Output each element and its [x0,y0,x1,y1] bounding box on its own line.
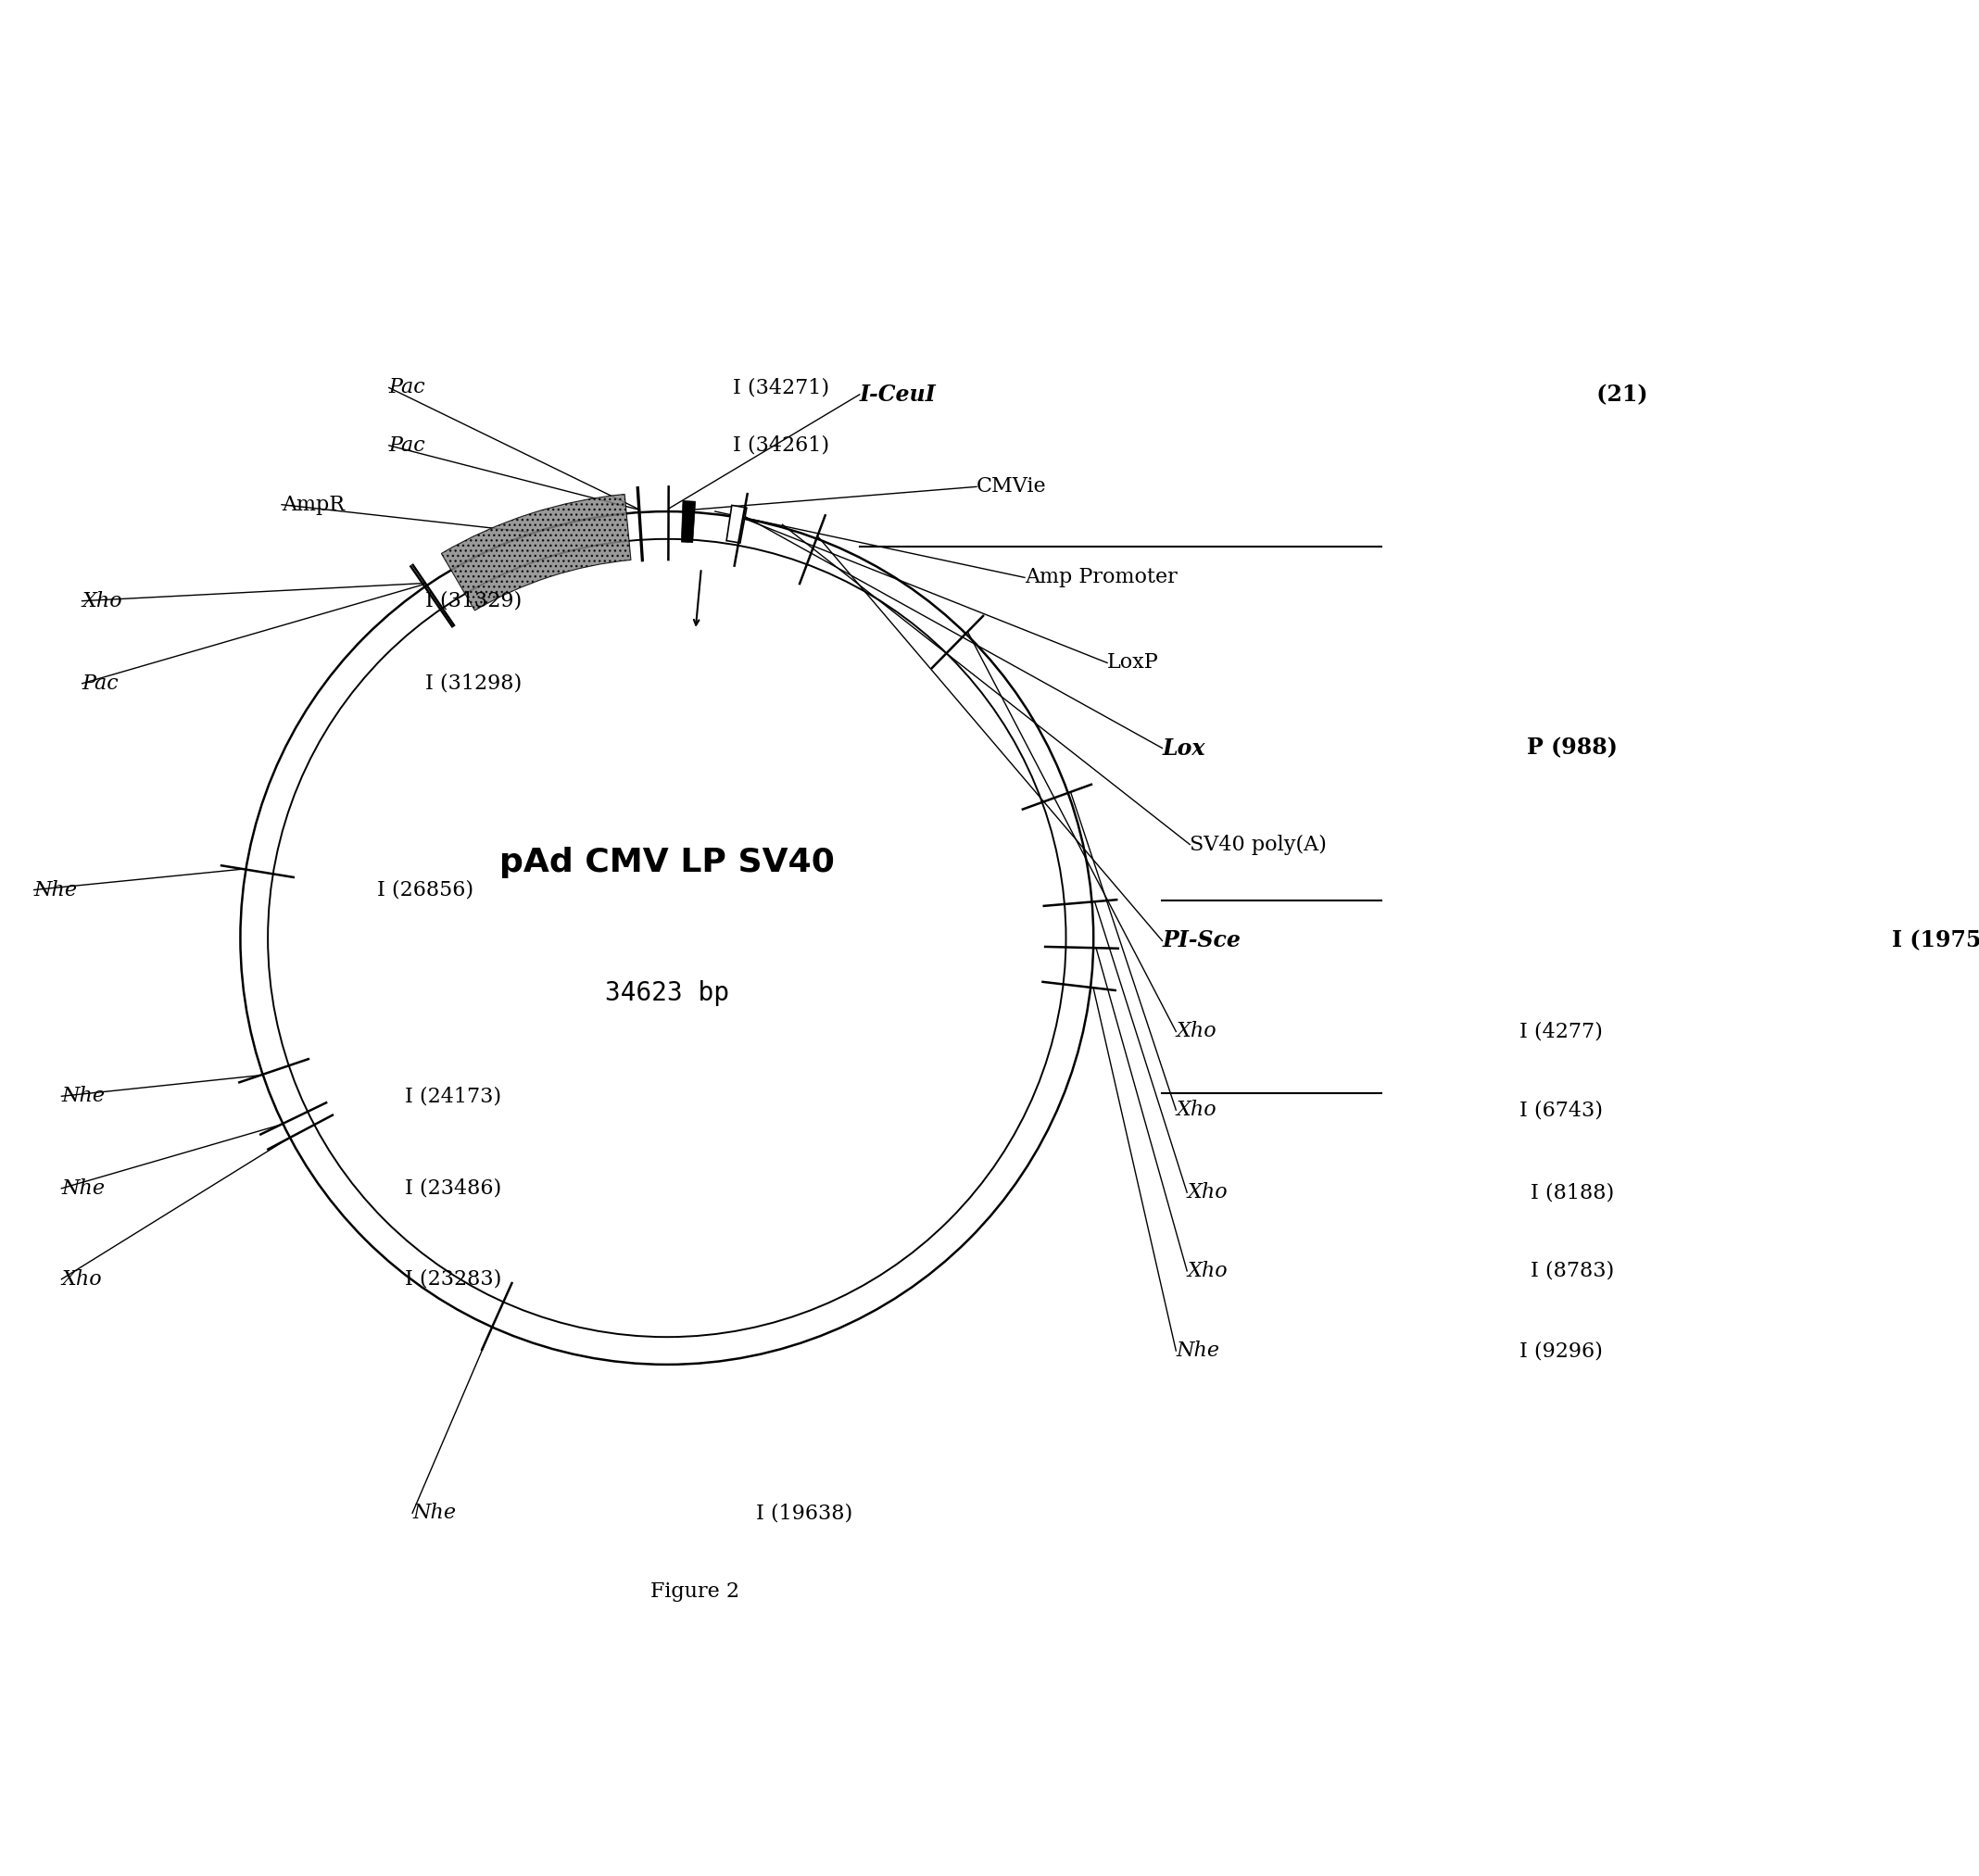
Text: P (988): P (988) [1528,737,1619,760]
Text: Xho: Xho [61,1268,101,1289]
Text: I (26856): I (26856) [378,880,473,900]
Text: Lox: Lox [1162,737,1205,760]
Text: LoxP: LoxP [1106,653,1160,673]
Text: I (24173): I (24173) [406,1086,501,1107]
Text: Xho: Xho [1176,1099,1217,1120]
Text: I (34261): I (34261) [732,435,829,456]
Text: CMVie: CMVie [976,477,1047,497]
Text: Nhe: Nhe [61,1086,105,1107]
Text: Xho: Xho [1176,1021,1217,1041]
Wedge shape [726,505,746,542]
Text: I (9296): I (9296) [1520,1341,1603,1360]
Text: AmpR: AmpR [281,495,344,514]
Text: Amp Promoter: Amp Promoter [1025,567,1178,587]
Text: Xho: Xho [81,591,123,612]
Text: Nhe: Nhe [412,1503,455,1523]
Text: 34623 bp: 34623 bp [606,979,728,1006]
Text: Figure 2: Figure 2 [649,1581,738,1602]
Text: Pac: Pac [390,435,425,456]
Text: SV40 poly(A): SV40 poly(A) [1189,835,1326,855]
Text: (21): (21) [1589,383,1649,405]
Text: I (1975): I (1975) [1892,930,1979,951]
Text: I (4277): I (4277) [1520,1021,1603,1041]
Text: Nhe: Nhe [1176,1341,1219,1360]
Text: I (6743): I (6743) [1520,1099,1603,1120]
Text: I (34271): I (34271) [732,377,829,398]
Text: I (31329): I (31329) [425,591,522,612]
Text: Pac: Pac [390,377,425,398]
Text: Nhe: Nhe [34,880,77,900]
Wedge shape [441,493,631,610]
Text: I (8188): I (8188) [1530,1182,1615,1203]
Wedge shape [681,501,695,542]
Text: I-CeuI: I-CeuI [859,383,936,405]
Text: I (19638): I (19638) [756,1503,853,1523]
Text: PI-Sce: PI-Sce [1162,930,1241,951]
Text: Xho: Xho [1187,1182,1227,1203]
Text: I (23486): I (23486) [406,1178,501,1199]
Text: Pac: Pac [81,673,119,694]
Text: pAd CMV LP SV40: pAd CMV LP SV40 [499,846,835,878]
Text: Nhe: Nhe [61,1178,105,1199]
Text: I (31298): I (31298) [425,673,522,694]
Text: Xho: Xho [1187,1261,1227,1281]
Text: I (8783): I (8783) [1530,1261,1615,1281]
Text: I (23283): I (23283) [406,1268,501,1289]
